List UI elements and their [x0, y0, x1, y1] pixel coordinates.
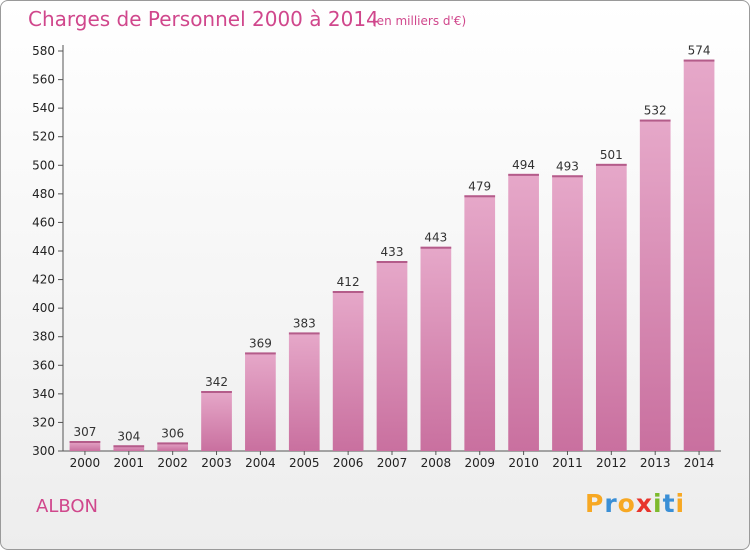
- bar: [201, 391, 232, 451]
- bar: [288, 332, 320, 451]
- y-tick-label: 500: [32, 158, 55, 172]
- x-tick-label: 2008: [421, 456, 452, 470]
- bar-value-label: 494: [512, 158, 535, 172]
- bar-value-label: 306: [161, 426, 184, 440]
- x-tick-label: 2009: [464, 456, 495, 470]
- bar: [508, 173, 539, 451]
- bar-value-label: 383: [293, 316, 316, 330]
- y-tick-label: 420: [32, 273, 55, 287]
- bar-top-edge: [245, 352, 276, 355]
- bar: [332, 291, 364, 451]
- bar: [245, 352, 276, 451]
- logo-letter: i: [653, 489, 663, 518]
- y-tick-label: 460: [32, 215, 55, 229]
- logo-letter: P: [585, 489, 605, 518]
- y-tick-label: 340: [32, 387, 55, 401]
- bar-top-edge: [201, 391, 232, 393]
- x-tick-label: 2014: [684, 456, 715, 470]
- bar-value-label: 433: [381, 245, 404, 259]
- bar-value-label: 304: [117, 429, 140, 443]
- bar: [639, 119, 671, 452]
- bar-value-label: 574: [688, 44, 711, 58]
- bar-value-label: 412: [337, 275, 360, 289]
- bar: [157, 442, 189, 451]
- logo-letter: o: [617, 489, 636, 518]
- y-tick-label: 400: [32, 301, 55, 315]
- bar: [552, 175, 583, 452]
- bar-top-edge: [639, 119, 671, 122]
- bar-top-edge: [288, 332, 320, 335]
- bar-value-label: 493: [556, 159, 579, 173]
- logo-letter: x: [635, 489, 653, 518]
- y-tick-label: 560: [32, 73, 55, 87]
- x-tick-label: 2000: [70, 456, 101, 470]
- bar-top-edge: [332, 291, 364, 293]
- x-tick-label: 2011: [552, 456, 583, 470]
- bar-top-edge: [595, 163, 627, 166]
- x-tick-label: 2013: [640, 456, 671, 470]
- bar: [69, 441, 101, 451]
- x-tick-label: 2012: [596, 456, 627, 470]
- bar-top-edge: [552, 175, 583, 178]
- logo-letter: r: [604, 489, 618, 518]
- bar-value-label: 501: [600, 148, 623, 162]
- y-tick-label: 580: [32, 44, 55, 58]
- x-tick-label: 2003: [201, 456, 232, 470]
- bar-value-label: 479: [468, 179, 491, 193]
- bar-value-label: 342: [205, 375, 228, 389]
- bar-top-edge: [157, 442, 189, 445]
- y-tick-label: 440: [32, 244, 55, 258]
- bar-top-edge: [69, 441, 101, 443]
- logo-letter: i: [675, 489, 686, 518]
- x-tick-label: 2006: [333, 456, 364, 470]
- bar-value-label: 532: [644, 104, 667, 118]
- y-tick-label: 480: [32, 187, 55, 201]
- logo-letter: t: [662, 489, 676, 518]
- bar-top-edge: [420, 246, 452, 249]
- bar-value-label: 307: [73, 425, 96, 439]
- x-tick-label: 2001: [114, 456, 145, 470]
- bar-top-edge: [113, 445, 145, 448]
- y-tick-label: 380: [32, 330, 55, 344]
- chart-subtitle: (en milliers d'€): [372, 14, 467, 28]
- x-tick-label: 2005: [289, 456, 320, 470]
- bar-top-edge: [376, 261, 408, 263]
- bar-top-edge: [683, 59, 715, 62]
- bar: [464, 195, 496, 451]
- bar-top-edge: [464, 195, 496, 198]
- bar: [420, 246, 452, 451]
- bar: [683, 59, 715, 451]
- bars: 307 304 306 342 369 383 412 433 443 479 494 493 501 5…: [69, 44, 715, 452]
- y-tick-label: 320: [32, 415, 55, 429]
- bar-value-label: 369: [249, 336, 272, 350]
- x-tick-label: 2004: [245, 456, 276, 470]
- x-tick-label: 2002: [157, 456, 188, 470]
- bar: [113, 445, 145, 451]
- commune-name: ALBON: [36, 496, 99, 517]
- axes: 300 320 340 360 380 400 420 440 460 480 500 520 540 5…: [32, 44, 721, 470]
- y-tick-label: 520: [32, 130, 55, 144]
- bar: [595, 163, 627, 451]
- chart-title: Charges de Personnel 2000 à 2014: [28, 7, 379, 31]
- y-tick-label: 360: [32, 358, 55, 372]
- x-tick-label: 2010: [508, 456, 539, 470]
- bar: [376, 261, 408, 451]
- y-tick-label: 540: [32, 101, 55, 115]
- bar-value-label: 443: [424, 231, 447, 245]
- x-tick-label: 2007: [377, 456, 408, 470]
- proxiti-logo: Proxiti: [585, 489, 685, 518]
- bar-top-edge: [508, 173, 539, 176]
- y-tick-label: 300: [32, 444, 55, 458]
